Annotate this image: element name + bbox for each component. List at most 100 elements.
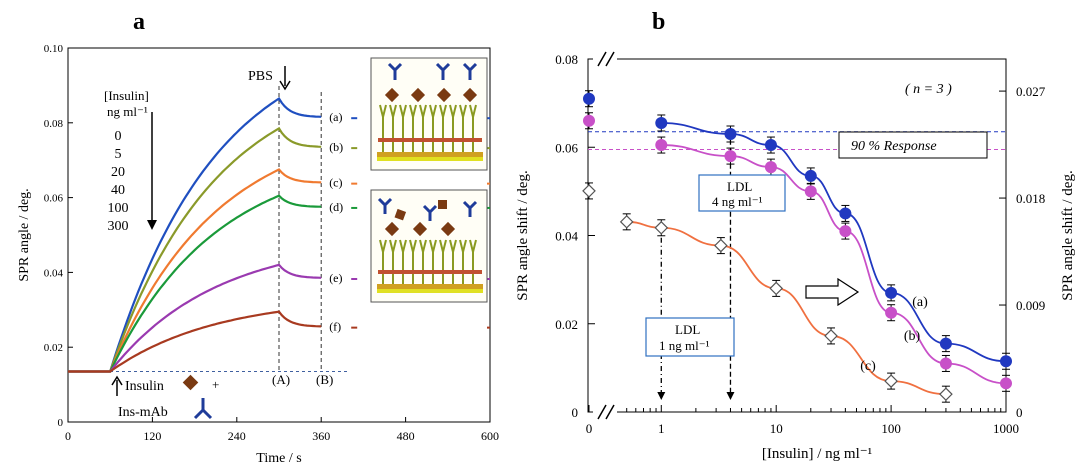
x-tick-label: 1000 [993,421,1019,436]
legend-value: 40 [111,183,125,198]
y-right-tick-label: 0.027 [1016,84,1046,99]
linker-stem [379,104,387,152]
ldl-1-label-2: 1 ng ml⁻¹ [659,338,710,353]
x-tick-label: 1 [658,421,665,436]
y-axis-label: SPR angle / deg. [17,188,32,281]
legend-value: 300 [108,219,129,234]
data-point-b [839,225,852,238]
ldl-4-label-2: 4 ng ml⁻¹ [712,194,763,209]
series-label-f: (f) [329,320,341,334]
legend-value: 5 [115,147,122,162]
y-tick-label: 0 [58,417,64,429]
antibody-icon [193,398,213,420]
response-box [838,131,988,159]
x-tick-label: 480 [397,429,415,443]
data-point-a [655,116,668,129]
ldl-arrow-head [657,392,666,400]
data-point-a [804,169,817,182]
linker-stem [419,239,427,284]
linker-stem [439,104,447,152]
linker-stem [429,104,437,152]
x-axis-label: Time / s [256,451,301,466]
insulin-diamond-icon [436,87,452,103]
x-tick-label: 120 [143,429,161,443]
linker-stem [469,239,477,284]
insulin-diamond-icon [462,87,478,103]
data-point-b [724,150,737,163]
data-point-zero-b [583,114,595,127]
data-point-zero-c [582,184,596,198]
ldl-4-label-1: LDL [727,179,752,194]
y-left-tick-label: 0.06 [555,140,578,155]
legend-value: 0 [115,129,122,144]
data-point-b [804,185,817,198]
insulin-diamond-icon [182,374,199,391]
axis-break-bottom [597,404,615,420]
axis-break-top [597,51,615,67]
legend-title-2: ng ml⁻¹ [107,104,148,119]
injection-arrow-head [111,375,123,386]
data-point-c [824,329,838,343]
insulin-diamond-icon [412,221,428,237]
data-point-c [619,214,634,229]
legend-value: 100 [108,201,129,216]
chart-b: 0 1 10 100 100000.020.040.060.0800.0090.0180… [515,51,1076,462]
series-line-d [68,194,322,373]
antibody-icon [387,62,403,80]
data-point-c [939,387,953,402]
chart-a-series: (a) (b) (c) (d) (e) (f) [68,96,490,373]
insulin-diamond-icon [410,87,426,103]
axis-break-top-bg [593,54,617,64]
shift-arrow-icon [805,277,860,307]
data-point-b [655,139,668,152]
linker-stem [409,104,417,152]
antibody-icon [422,204,438,221]
linker-stem [449,239,457,284]
insulin-diamond-icon [384,221,400,237]
data-point-a [839,207,852,220]
y-right-tick-label: 0.018 [1016,191,1045,206]
insulin-diamond-icon [394,208,407,221]
insulin-diamond-icon [440,221,456,237]
y-tick-label: 0.06 [44,193,64,205]
insulin-diamond-icon [438,200,447,209]
data-point-c [654,220,669,235]
sensor-diagram-bottom [370,189,488,303]
ldl-4-box [698,174,786,212]
x-tick-label: 0 [586,421,593,436]
linker-stem [399,239,407,284]
linker-band [378,138,482,142]
antibody-icon [462,62,478,80]
linker-stem [449,104,457,152]
chart-a: 0 120 240 360 480 600 0 0.02 0.04 0.06 0.08 0.10 Tim… [17,43,499,466]
antibody-icon [435,62,451,80]
x-tick-label: 600 [481,429,499,443]
linker-stem [379,239,387,284]
fit-curve-a [661,122,1007,363]
insmab-label: Ins-mAb [118,405,168,420]
x-tick-label: 10 [770,421,783,436]
series-label-b: (b) [329,140,343,154]
series-label-d: (d) [329,200,343,214]
y-tick-label: 0.02 [44,342,63,354]
linker-stem [469,104,477,152]
linker-stem [409,239,417,284]
insulin-diamond-icon [384,87,400,103]
x-axis-label: [Insulin] / ng ml⁻¹ [762,446,872,462]
response-label: 90 % Response [851,139,937,154]
y-right-tick-label: 0.009 [1016,298,1045,313]
linker-stem [399,104,407,152]
data-point-b [885,306,898,319]
ldl-1-label-1: LDL [675,322,700,337]
series-label-c: (c) [860,359,876,374]
series-label-a: (a) [912,295,928,310]
legend-title-1: [Insulin] [104,88,149,103]
linker-stem [419,104,427,152]
chart-b-axes: 0 1 10 100 100000.020.040.060.0800.0090.0180… [515,52,1076,462]
marker-b-label: (B) [316,372,333,387]
sample-count-label: ( n = 3 ) [905,82,952,97]
linker-stem [429,239,437,284]
insulin-label: Insulin [125,379,164,394]
y-left-tick-label: 0.08 [555,52,578,67]
y-left-axis-label: SPR angle shift / deg. [515,170,531,300]
